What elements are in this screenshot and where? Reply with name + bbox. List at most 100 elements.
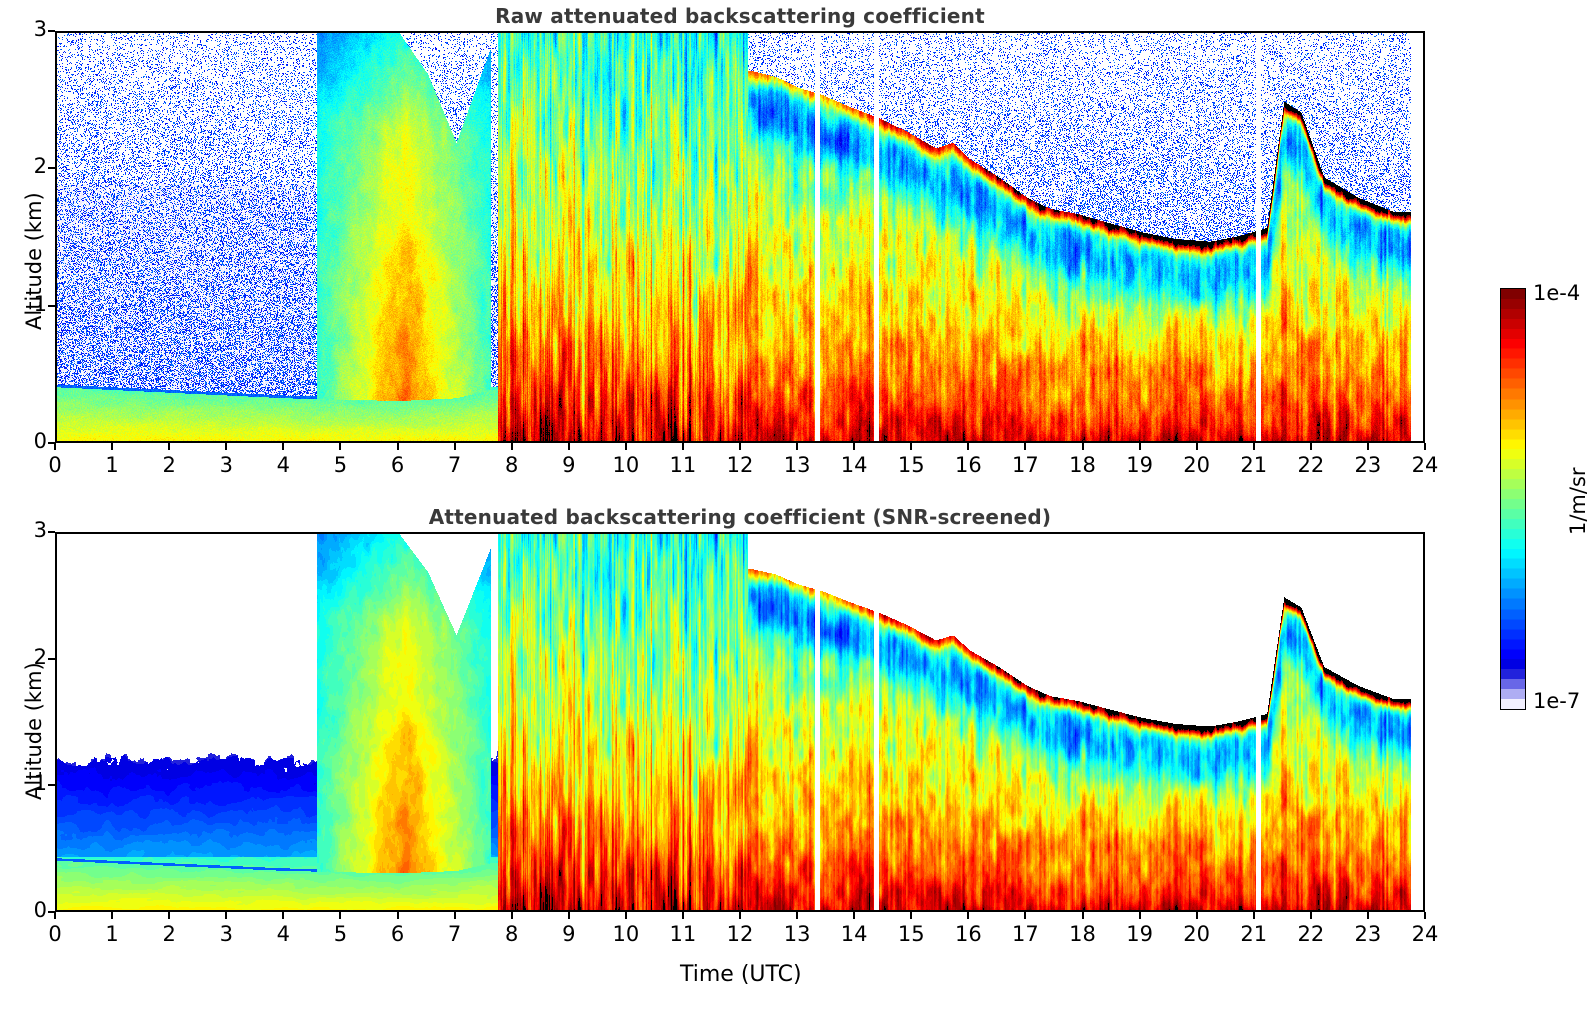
x-tick-label: 17 [1012,453,1039,477]
x-tick-label: 14 [840,453,868,477]
x-tick-mark [967,443,970,450]
x-tick-label: 16 [954,922,982,946]
x-tick-mark [853,443,856,450]
x-tick-mark [54,912,56,919]
x-tick-label: 2 [162,922,176,946]
x-tick-mark [853,912,856,919]
x-tick-label: 17 [1012,922,1039,946]
x-tick-label: 15 [897,922,925,946]
x-tick-mark [1252,443,1255,450]
plot-area-screened[interactable] [55,532,1425,912]
x-tick-mark [396,443,399,450]
x-tick-label: 21 [1240,453,1268,477]
x-tick-mark [282,912,285,919]
y-tick-label: 2 [33,154,47,179]
x-tick-mark [567,443,570,450]
x-tick-mark [225,912,228,919]
x-tick-label: 0 [48,922,62,946]
x-tick-label: 6 [390,922,405,946]
x-tick-mark [1081,912,1084,919]
y-tick-label: 3 [33,518,47,542]
colorbar-max-label: 1e-4 [1533,281,1581,305]
x-tick-mark [910,912,913,919]
x-tick-label: 13 [783,453,811,477]
y-tick-mark [48,911,55,913]
x-tick-label: 5 [333,453,348,477]
x-tick-mark [339,912,342,919]
x-tick-label: 13 [783,922,811,946]
panel-title-raw: Raw attenuated backscattering coefficien… [495,4,985,28]
x-tick-label: 8 [504,922,519,946]
x-tick-label: 18 [1069,453,1096,477]
x-tick-mark [567,912,570,919]
x-tick-mark [453,443,456,450]
x-tick-mark [1138,912,1141,919]
x-tick-label: 15 [897,453,925,477]
y-tick-mark [48,30,55,32]
y-tick-mark [48,304,55,307]
x-tick-mark [453,912,456,919]
x-tick-label: 1 [105,453,119,477]
y-tick-mark [48,657,55,660]
x-tick-mark [1138,443,1141,450]
x-tick-mark [282,443,285,450]
x-tick-label: 23 [1354,922,1382,946]
x-tick-mark [1309,443,1312,450]
x-tick-label: 1 [105,922,119,946]
y-tick-label: 1 [33,771,47,796]
x-tick-label: 9 [562,922,576,946]
x-tick-label: 7 [447,453,462,477]
x-tick-label: 3 [219,453,233,477]
x-tick-mark [168,912,171,919]
y-tick-label: 2 [33,644,47,669]
x-tick-mark [510,912,513,919]
x-tick-mark [739,443,741,450]
y-tick-mark [48,442,55,444]
y-tick-label: 0 [33,898,47,922]
x-tick-label: 22 [1297,922,1325,946]
x-tick-label: 14 [840,922,868,946]
x-tick-mark [1195,443,1198,450]
x-tick-mark [1309,912,1312,919]
x-tick-mark [1252,912,1255,919]
x-axis-label: Time (UTC) [680,962,802,987]
x-tick-label: 24 [1411,922,1439,946]
x-tick-label: 9 [562,453,576,477]
x-tick-mark [396,912,399,919]
y-tick-label: 0 [33,429,47,453]
x-tick-mark [739,912,741,919]
x-tick-mark [168,443,171,450]
y-tick-mark [48,784,55,787]
x-tick-label: 8 [504,453,519,477]
x-tick-label: 12 [726,453,754,477]
x-tick-mark [796,443,799,450]
x-tick-label: 10 [612,922,640,946]
colorbar[interactable] [1500,288,1526,710]
y-tick-mark [48,531,55,533]
x-tick-mark [681,912,684,919]
x-tick-mark [681,443,684,450]
panel-title-screened: Attenuated backscattering coefficient (S… [428,505,1052,529]
x-tick-mark [1424,443,1426,450]
x-tick-mark [54,443,56,450]
x-tick-mark [1081,443,1084,450]
x-tick-mark [111,912,114,919]
x-tick-mark [339,443,342,450]
x-tick-mark [910,443,913,450]
x-tick-label: 6 [390,453,405,477]
x-tick-label: 23 [1354,453,1382,477]
plot-area-raw[interactable] [55,31,1425,443]
x-tick-mark [1424,912,1426,919]
y-tick-mark [48,167,55,170]
x-tick-label: 12 [726,922,754,946]
y-tick-label: 1 [33,291,47,316]
x-tick-label: 2 [162,453,176,477]
colorbar-unit-label: 1/m/sr [1566,467,1590,535]
x-tick-mark [1195,912,1198,919]
x-tick-label: 10 [612,453,640,477]
x-tick-label: 20 [1183,453,1211,477]
x-tick-label: 5 [333,922,348,946]
x-tick-mark [624,912,627,919]
x-tick-label: 24 [1411,453,1439,477]
colorbar-min-label: 1e-7 [1533,689,1581,713]
